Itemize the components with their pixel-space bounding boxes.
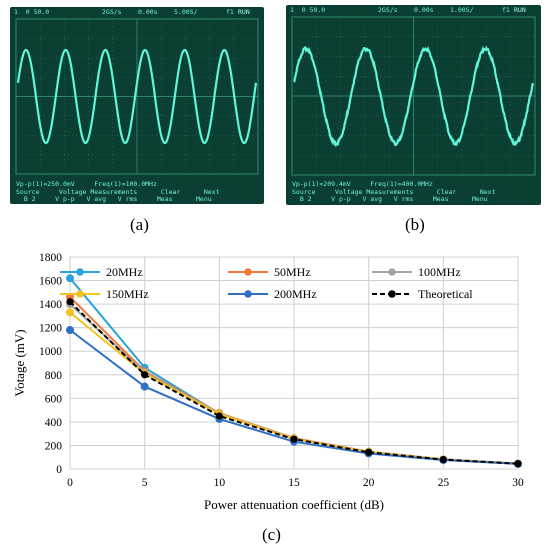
legend-item: 150MHz [60, 287, 149, 301]
legend-item: Theoretical [372, 287, 473, 301]
data-point [290, 435, 298, 443]
y-tick-label: 200 [45, 440, 63, 452]
x-axis-title: Power attenuation coefficient (dB) [204, 497, 384, 512]
sine-waveform [293, 45, 535, 148]
scope-a-measurement-line: Vp-p(1)=250.0mV Freq(1)=100.0MHz [16, 180, 157, 188]
y-tick-label: 1800 [39, 252, 62, 264]
legend-marker [76, 268, 84, 276]
data-point [514, 460, 522, 468]
oscilloscope-screen-b: 1 0 50.0 2GS/s 0.00s 1.00S/ f1 RUN Vp-p(… [286, 5, 541, 205]
legend-label: 200MHz [274, 287, 317, 301]
caption-b: (b) [405, 215, 425, 234]
legend-marker [76, 290, 84, 298]
scope-a-time-div: 5.00S/ [174, 8, 198, 16]
oscilloscope-waveform-b [291, 16, 536, 176]
sine-waveform [16, 48, 258, 145]
y-tick-label: 800 [45, 370, 63, 382]
legend: 20MHz 50MHz 100MHz 150MHz 200MHz Theoretical [60, 265, 473, 301]
scope-a-run-status: RUN [238, 8, 250, 16]
scope-b-function: f1 [502, 6, 510, 14]
legend-item: 50MHz [228, 265, 311, 279]
data-point [215, 412, 223, 420]
graticule [291, 16, 536, 176]
x-tick-label: 30 [512, 477, 524, 489]
scope-a-time-offset: 0.00s [138, 8, 158, 16]
legend-marker [244, 268, 252, 276]
x-tick-label: 0 [67, 477, 73, 489]
y-tick-label: 1000 [39, 346, 62, 358]
scope-b-channel-status: 1 0 50.0 [290, 6, 326, 14]
scope-a-function: f1 [226, 8, 234, 16]
scope-b-run-status: RUN [514, 6, 526, 14]
x-tick-label: 15 [288, 477, 300, 489]
data-point [66, 274, 74, 283]
scope-b-time-div: 1.00S/ [450, 6, 474, 14]
scope-a-sample-rate: 2GS/s [102, 8, 122, 16]
legend-label: 100MHz [418, 265, 461, 279]
legend-item: 200MHz [228, 287, 317, 301]
data-point [66, 326, 74, 335]
data-point [365, 448, 373, 456]
data-point [439, 455, 447, 464]
y-tick-label: 600 [45, 393, 63, 405]
attenuation-chart-svg: 0 200 400 600 800 1000 1200 1400 1600 1800 0 5 10 15 2… [12, 252, 524, 512]
data-point [66, 298, 74, 306]
legend-label: Theoretical [418, 287, 473, 301]
legend-item: 100MHz [372, 265, 461, 279]
x-tick-label: 20 [363, 477, 375, 489]
y-tick-label: 1400 [39, 299, 62, 311]
y-tick-label: 1600 [39, 276, 62, 288]
caption-a: (a) [130, 215, 149, 234]
x-tick-label: 25 [438, 477, 450, 489]
attenuation-chart: 0 200 400 600 800 1000 1200 1400 1600 1800 0 5 10 15 2… [0, 245, 547, 550]
legend-marker [388, 268, 396, 276]
graticule [15, 18, 259, 175]
x-tick-label: 5 [142, 477, 148, 489]
x-tick-label: 10 [214, 477, 226, 489]
scope-a-channel-status: 1 0 50.0 [14, 8, 50, 16]
scope-b-sample-rate: 2GS/s [378, 6, 398, 14]
legend-label: 150MHz [106, 287, 149, 301]
legend-label: 20MHz [106, 265, 143, 279]
legend-label: 50MHz [274, 265, 311, 279]
scope-a-softkey-row1: Source Voltage Measurements Clear Next [16, 188, 220, 196]
data-point [140, 382, 149, 391]
scope-b-softkey-row1: Source Voltage Measurements Clear Next [292, 188, 496, 196]
y-tick-label: 0 [56, 464, 62, 476]
legend-marker [244, 290, 252, 298]
y-axis-title: Votage (mV) [12, 329, 27, 396]
scope-b-softkey-row2: B 2 V p-p V avg V rms Meas Menu [292, 195, 488, 203]
scope-a-softkey-row2: B 2 V p-p V avg V rms Meas Menu [16, 195, 212, 203]
y-tick-label: 400 [45, 417, 63, 429]
caption-c: (c) [262, 525, 281, 544]
data-point [66, 308, 74, 317]
series-theoretical [66, 298, 522, 468]
y-tick-label: 1200 [39, 323, 62, 335]
legend-item: 20MHz [60, 265, 143, 279]
data-point [141, 371, 149, 379]
oscilloscope-waveform-a [15, 18, 259, 175]
scope-b-measurement-line: Vp-p(1)=209.4mV Freq(1)=400.0MHz [292, 180, 433, 188]
oscilloscope-screen-a: 1 0 50.0 2GS/s 0.00s 5.00S/ f1 RUN Vp-p(… [10, 7, 264, 204]
scope-b-time-offset: 0.00s [414, 6, 434, 14]
legend-marker [388, 290, 396, 298]
